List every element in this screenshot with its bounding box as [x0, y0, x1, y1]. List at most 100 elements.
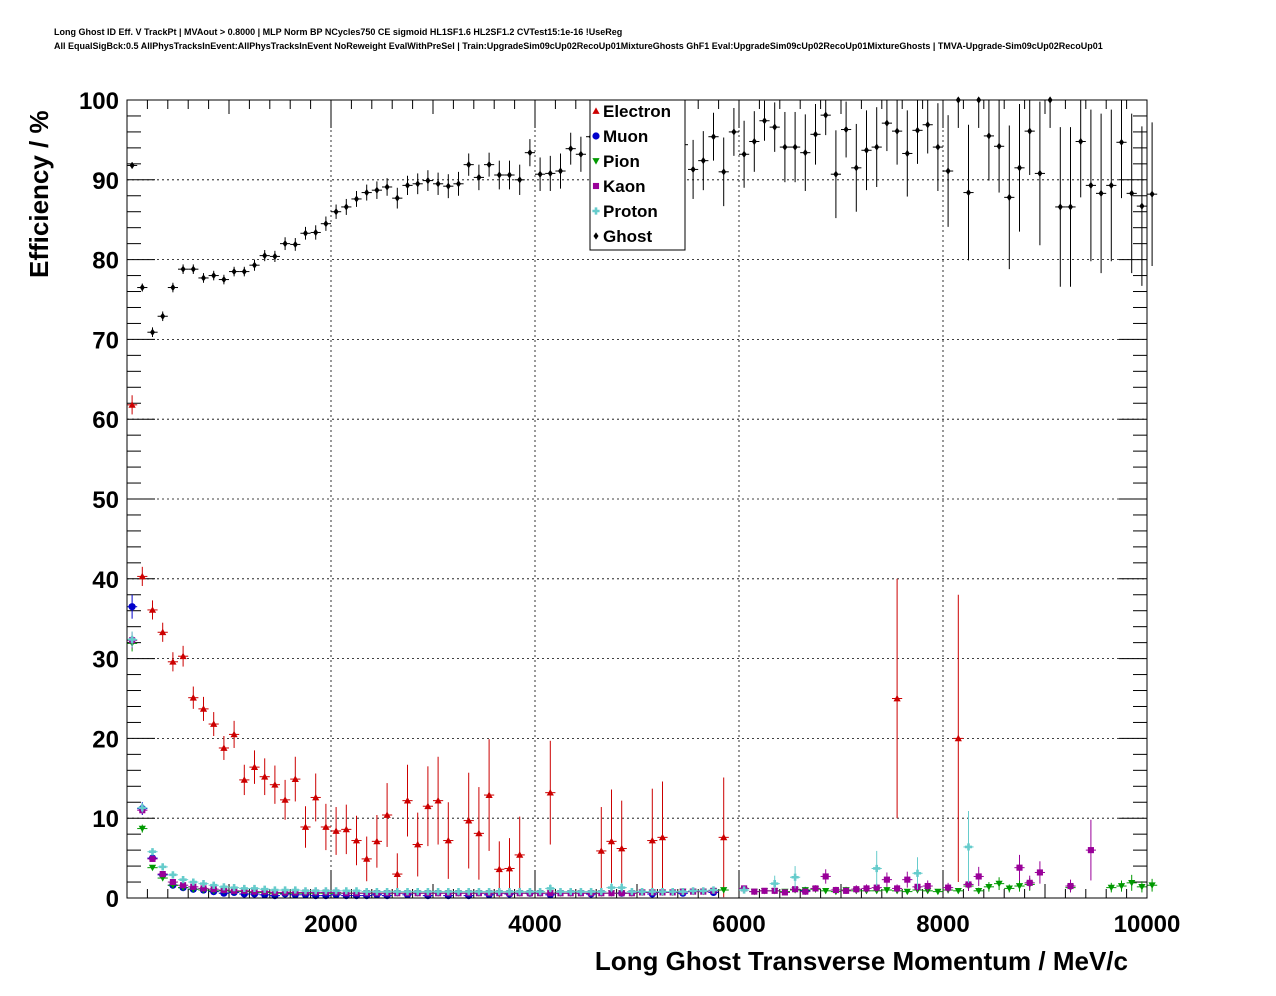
legend-label-proton: Proton [603, 202, 658, 221]
proton-point [301, 887, 310, 895]
electron-point [954, 734, 962, 742]
proton-point [699, 887, 707, 895]
kaon-point [975, 873, 982, 880]
ghost-point [843, 125, 849, 134]
electron-point [271, 781, 279, 788]
chart-title-line-1: Long Ghost ID Eff. V TrackPt | MVAout > … [54, 27, 623, 37]
x-tick-label: 2000 [304, 911, 357, 938]
proton-point [913, 869, 922, 877]
proton-point [199, 880, 208, 888]
legend-marker-kaon [592, 182, 600, 190]
kaon-point [832, 886, 839, 894]
proton-point [495, 888, 503, 896]
ghost-point [802, 149, 808, 157]
kaon-point [547, 890, 554, 897]
proton-point [638, 888, 646, 896]
electron-point [169, 658, 177, 665]
electron-point [322, 823, 330, 830]
kaon-point [863, 885, 870, 892]
pion-point [1005, 885, 1013, 893]
proton-point [159, 863, 167, 871]
ghost-point [231, 267, 237, 276]
data-points [127, 96, 1158, 900]
kaon-point [802, 888, 809, 895]
pion-point [903, 888, 911, 896]
ghost-point [455, 180, 462, 188]
ghost-point [160, 312, 166, 320]
proton-point [567, 888, 575, 896]
ghost-point [302, 229, 309, 237]
electron-point [301, 823, 310, 830]
legend-item-proton: Proton [592, 202, 658, 221]
electron-point [230, 730, 238, 738]
proton-point [709, 886, 718, 894]
proton-point [873, 864, 881, 873]
ghost-point [690, 165, 696, 174]
ghost-point [527, 149, 533, 157]
ghost-point [221, 275, 227, 284]
electron-point [505, 864, 514, 872]
kaon-point [751, 888, 758, 895]
proton-point [536, 888, 544, 896]
ghost-point [557, 167, 564, 175]
electron-point [342, 825, 350, 833]
x-tick-label: 6000 [712, 911, 765, 938]
ghost-point [894, 127, 900, 135]
ghost-point [1149, 190, 1155, 198]
ghost-point [384, 183, 390, 191]
electron-point [495, 865, 503, 873]
ghost-point [139, 283, 145, 292]
pion-point [934, 888, 942, 896]
ghost-point [272, 252, 278, 261]
ghost-point [394, 194, 400, 202]
ghost-point [700, 157, 706, 165]
ghost-point [833, 170, 839, 178]
proton-point [454, 888, 463, 896]
ghost-point [190, 265, 196, 273]
kaon-point [853, 886, 860, 893]
ghost-point [1006, 193, 1012, 201]
legend-box [589, 99, 686, 251]
kaon-point [200, 885, 207, 892]
electron-point [516, 851, 524, 858]
proton-point [556, 888, 565, 896]
proton-point [444, 888, 452, 896]
pion-point [1117, 883, 1126, 890]
ghost-point [313, 228, 319, 237]
ghost-point [1078, 137, 1084, 146]
proton-point [342, 887, 350, 895]
ghost-point [343, 203, 349, 211]
ghost-point [935, 143, 941, 151]
proton-point [526, 888, 534, 896]
kaon-point [1036, 869, 1043, 876]
ghost-point [1016, 164, 1023, 172]
ghost-point [200, 274, 207, 282]
ghost-point [884, 119, 890, 127]
ghost-point [1118, 138, 1125, 146]
legend-item-pion: Pion [592, 152, 640, 171]
tick-labels: 2000 4000 6000 8000 10000 0 10 20 30 40 50 60 70 80 90… [79, 88, 1180, 938]
legend-label-muon: Muon [603, 127, 648, 146]
electron-point [403, 797, 412, 804]
kaon-point [169, 878, 176, 886]
ghost-point [1088, 181, 1094, 189]
legend-item-kaon: Kaon [592, 177, 646, 196]
kaon-point [873, 884, 880, 891]
electron-point [148, 606, 157, 613]
legend-marker-ghost [593, 232, 599, 240]
pion-point [1107, 884, 1115, 892]
ghost-point [476, 173, 482, 182]
legend-marker-muon [592, 132, 600, 140]
y-tick-label: 60 [92, 407, 119, 434]
x-tick-label: 10000 [1114, 911, 1181, 938]
proton-point [332, 887, 340, 895]
pion-point [883, 887, 891, 894]
pion-point [1128, 879, 1136, 887]
pion-point [995, 880, 1003, 888]
proton-point [281, 886, 289, 894]
y-tick-label: 10 [92, 806, 119, 833]
pion-point [954, 887, 962, 895]
proton-point [607, 884, 616, 892]
electron-point [363, 855, 371, 862]
